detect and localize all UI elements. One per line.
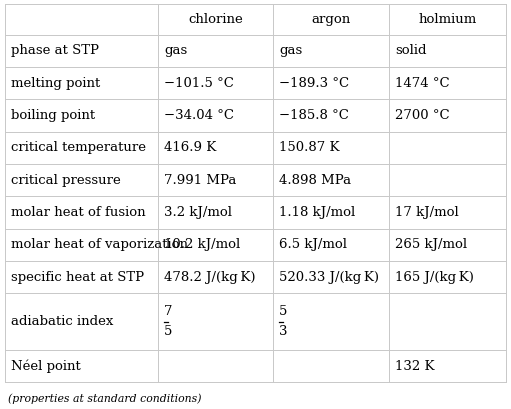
Text: 1474 °C: 1474 °C xyxy=(396,77,450,90)
Text: 5: 5 xyxy=(279,305,288,318)
Text: boiling point: boiling point xyxy=(11,109,96,122)
Text: 3.2 kJ/mol: 3.2 kJ/mol xyxy=(164,206,232,219)
Text: 416.9 K: 416.9 K xyxy=(164,142,216,155)
Text: molar heat of vaporization: molar heat of vaporization xyxy=(11,238,188,252)
Text: −189.3 °C: −189.3 °C xyxy=(279,77,350,90)
Text: 165 J/(kg K): 165 J/(kg K) xyxy=(396,271,474,284)
Text: chlorine: chlorine xyxy=(188,13,243,26)
Text: 1.18 kJ/mol: 1.18 kJ/mol xyxy=(279,206,356,219)
Text: 132 K: 132 K xyxy=(396,360,435,373)
Text: 5: 5 xyxy=(164,326,172,339)
Text: 150.87 K: 150.87 K xyxy=(279,142,340,155)
Text: phase at STP: phase at STP xyxy=(11,45,99,58)
Text: holmium: holmium xyxy=(419,13,477,26)
Text: argon: argon xyxy=(312,13,351,26)
Text: 3: 3 xyxy=(279,326,288,339)
Text: 6.5 kJ/mol: 6.5 kJ/mol xyxy=(279,238,347,252)
Text: critical temperature: critical temperature xyxy=(11,142,146,155)
Text: specific heat at STP: specific heat at STP xyxy=(11,271,145,284)
Text: 4.898 MPa: 4.898 MPa xyxy=(279,174,351,187)
Text: 265 kJ/mol: 265 kJ/mol xyxy=(396,238,468,252)
Text: −101.5 °C: −101.5 °C xyxy=(164,77,234,90)
Text: 17 kJ/mol: 17 kJ/mol xyxy=(396,206,459,219)
Text: 520.33 J/(kg K): 520.33 J/(kg K) xyxy=(279,271,379,284)
Text: gas: gas xyxy=(164,45,187,58)
Text: 10.2 kJ/mol: 10.2 kJ/mol xyxy=(164,238,240,252)
Text: solid: solid xyxy=(396,45,427,58)
Text: melting point: melting point xyxy=(11,77,101,90)
Text: 7.991 MPa: 7.991 MPa xyxy=(164,174,237,187)
Text: 478.2 J/(kg K): 478.2 J/(kg K) xyxy=(164,271,256,284)
Text: molar heat of fusion: molar heat of fusion xyxy=(11,206,146,219)
Text: critical pressure: critical pressure xyxy=(11,174,121,187)
Text: −34.04 °C: −34.04 °C xyxy=(164,109,234,122)
Text: gas: gas xyxy=(279,45,303,58)
Text: adiabatic index: adiabatic index xyxy=(11,315,113,328)
Text: 7: 7 xyxy=(164,305,173,318)
Text: (properties at standard conditions): (properties at standard conditions) xyxy=(8,393,201,404)
Text: Néel point: Néel point xyxy=(11,360,81,373)
Text: 2700 °C: 2700 °C xyxy=(396,109,450,122)
Text: −185.8 °C: −185.8 °C xyxy=(279,109,349,122)
